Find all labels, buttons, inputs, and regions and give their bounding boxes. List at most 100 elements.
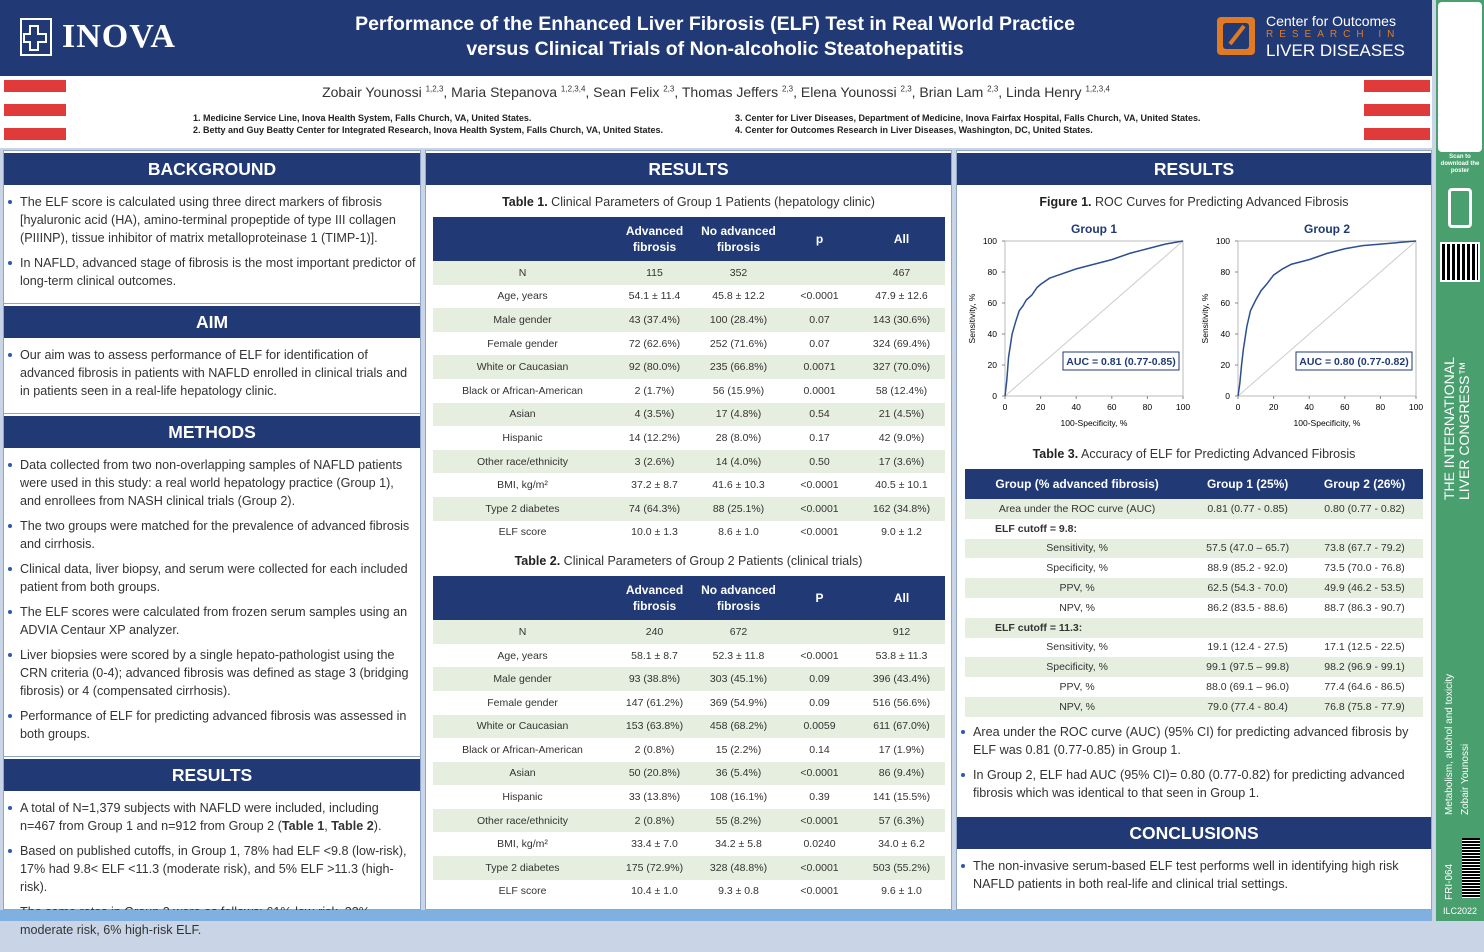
table-row: Asian 50 (20.8%) 36 (5.4%) <0.0001 86 (9.4%) xyxy=(432,761,945,786)
table-cell: White or Caucasian xyxy=(432,714,613,739)
table-cell: 52.3 ± 11.8 xyxy=(712,649,765,662)
header-cell: Advanced fibrosis xyxy=(612,576,697,621)
table-row: Black or African-American 2 (1.7%) 56 (15.… xyxy=(433,379,945,403)
table-cell: 17 (3.6%) xyxy=(858,449,945,474)
stripe xyxy=(4,104,66,116)
x-axis-label: 100-Specificity, % xyxy=(1294,418,1361,428)
table-cell: <0.0001 xyxy=(800,526,839,539)
table-cell: 153 (63.8%) xyxy=(612,714,697,739)
table-cell: 33 (13.8%) xyxy=(628,791,681,804)
barcode xyxy=(1462,838,1480,898)
table-row: Sensitivity, % 19.1 (12.4 - 27.5) 17.1 (12… xyxy=(965,638,1423,658)
table-cell: 62.5 (54.3 - 70.0) xyxy=(1189,578,1307,598)
author-name: , Sean Felix xyxy=(585,84,664,100)
table-row: Female gender 72 (62.6%) 252 (71.6%) 0.07 32… xyxy=(433,332,945,356)
y-tick-label: 80 xyxy=(988,267,998,277)
table-row: Sensitivity, % 57.5 (47.0 – 65.7) 73.8 (67… xyxy=(965,538,1423,559)
table-cell: ELF cutoff = 9.8: xyxy=(995,522,1077,535)
y-tick-label: 60 xyxy=(1221,298,1231,308)
table-cell: <0.0001 xyxy=(780,856,859,880)
table-row: N 240 672 912 xyxy=(432,620,945,644)
x-tick-label: 40 xyxy=(1304,402,1314,412)
table-cell: 0.09 xyxy=(809,696,830,709)
phone-icon xyxy=(1448,188,1472,228)
bullet: The ELF scores were calculated from froz… xyxy=(8,603,416,639)
header-cell: No advanced fibrosis xyxy=(696,217,781,261)
chart-title: Group 1 xyxy=(1071,222,1117,236)
table-cell: Area under the ROC curve (AUC) xyxy=(965,499,1190,519)
header-cell: All xyxy=(858,576,945,621)
caption: Table 2. Clinical Parameters of Group 2 … xyxy=(426,554,951,568)
section-heading: RESULTS xyxy=(426,153,951,185)
table-cell: 141 (15.5%) xyxy=(872,791,931,804)
header-cell: Group 1 (25%) xyxy=(1189,469,1307,499)
table-cell xyxy=(780,620,859,644)
table-cell: 175 (72.9%) xyxy=(612,856,697,880)
table-cell: 0.81 (0.77 - 0.85) xyxy=(1189,499,1307,519)
bullet-list: A total of N=1,379 subjects with NAFLD w… xyxy=(4,793,420,952)
table-cell: Type 2 diabetes xyxy=(432,496,613,521)
table-cell: 303 (45.1%) xyxy=(696,667,781,691)
author-name: Zobair Younossi xyxy=(322,84,426,100)
table-cell: 92 (80.0%) xyxy=(612,355,697,379)
bullet: A total of N=1,379 subjects with NAFLD w… xyxy=(8,799,416,835)
table-cell: ELF score xyxy=(498,885,547,898)
header-row: Group (% advanced fibrosis) Group 1 (25%)… xyxy=(965,469,1423,499)
bullet: The two groups were matched for the prev… xyxy=(8,517,416,553)
header-cell: Group (% advanced fibrosis) xyxy=(965,469,1190,499)
bullet: Performance of ELF for predicting advanc… xyxy=(8,707,416,743)
table-cell: 58.1 ± 8.7 xyxy=(631,649,678,662)
table-cell: 3 (2.6%) xyxy=(612,449,697,474)
author-affil: 1,2,3 xyxy=(425,84,444,94)
table-row: PPV, % 62.5 (54.3 - 70.0) 49.9 (46.2 - 53.… xyxy=(965,578,1423,598)
bullet-list: Area under the ROC curve (AUC) (95% CI) … xyxy=(957,717,1431,815)
caption: Figure 1. ROC Curves for Predicting Adva… xyxy=(957,195,1431,209)
section-heading: BACKGROUND xyxy=(4,153,420,185)
data-table: Advanced fibrosis No advanced fibrosis P Al… xyxy=(432,576,945,903)
caption-label: Table 3. xyxy=(1032,447,1079,461)
affiliation: 4. Center for Outcomes Research in Liver… xyxy=(735,125,1093,135)
author-affil: 2,3 xyxy=(987,84,999,94)
plot-frame xyxy=(1004,240,1184,397)
header-cell: Advanced fibrosis xyxy=(612,217,697,261)
table-row: Specificity, % 99.1 (97.5 – 99.8) 98.2 (96… xyxy=(965,657,1423,678)
table-cell: 0.39 xyxy=(809,791,830,804)
table-cell: 235 (66.8%) xyxy=(696,355,781,379)
table-row: Asian 4 (3.5%) 17 (4.8%) 0.54 21 (4.5%) xyxy=(432,402,945,427)
table-cell: 17 (4.8%) xyxy=(696,402,781,427)
scan-text: Scan to download the poster xyxy=(1440,154,1480,174)
table-cell: 0.50 xyxy=(780,449,859,474)
caption: Table 3. Accuracy of ELF for Predicting … xyxy=(957,447,1431,461)
table-cell: PPV, % xyxy=(965,578,1190,598)
header-cell: p xyxy=(780,217,859,261)
table-cell: PPV, % xyxy=(1059,681,1095,694)
poster-title: Performance of the Enhanced Liver Fibros… xyxy=(250,12,1180,62)
table-cell: Other race/ethnicity xyxy=(432,808,613,833)
table-cell: 458 (68.2%) xyxy=(696,714,781,739)
table-cell: 77.4 (64.6 - 86.5) xyxy=(1324,681,1405,694)
bullet-list: Data collected from two non-overlapping … xyxy=(4,450,420,756)
y-tick-label: 0 xyxy=(992,391,997,401)
y-tick-label: 100 xyxy=(1216,236,1230,246)
column-2: RESULTS Table 1. Clinical Parameters of G… xyxy=(425,150,952,910)
x-tick-label: 60 xyxy=(1107,402,1117,412)
table-cell: 19.1 (12.4 - 27.5) xyxy=(1207,641,1288,654)
roc-curve xyxy=(1004,240,1184,397)
table-cell: 17 (1.9%) xyxy=(878,743,925,756)
table-cell: Black or African-American xyxy=(462,384,583,397)
author-name: , Linda Henry xyxy=(998,84,1086,100)
table-row: Male gender 93 (38.8%) 303 (45.1%) 0.09 396 … xyxy=(432,667,945,691)
author-name: , Brian Lam xyxy=(911,84,988,100)
affiliation: 3. Center for Liver Diseases, Department… xyxy=(735,113,1201,123)
table-cell: Sensitivity, % xyxy=(965,538,1190,559)
table-cell: 503 (55.2%) xyxy=(858,856,945,880)
bullet-run: Table 2 xyxy=(331,819,374,833)
table-row: Specificity, % 88.9 (85.2 - 92.0) 73.5 (70… xyxy=(965,558,1423,578)
bullet-run: ). xyxy=(373,819,382,833)
table-cell: 74 (64.3%) xyxy=(612,496,697,521)
section: BACKGROUND The ELF score is calculated us… xyxy=(4,153,420,304)
section-heading: AIM xyxy=(4,306,420,338)
bullet-run: A total of N=1,379 subjects with NAFLD w… xyxy=(20,801,379,833)
table-cell: 76.8 (75.8 - 77.9) xyxy=(1306,696,1423,717)
table-cell: Female gender xyxy=(487,696,558,709)
